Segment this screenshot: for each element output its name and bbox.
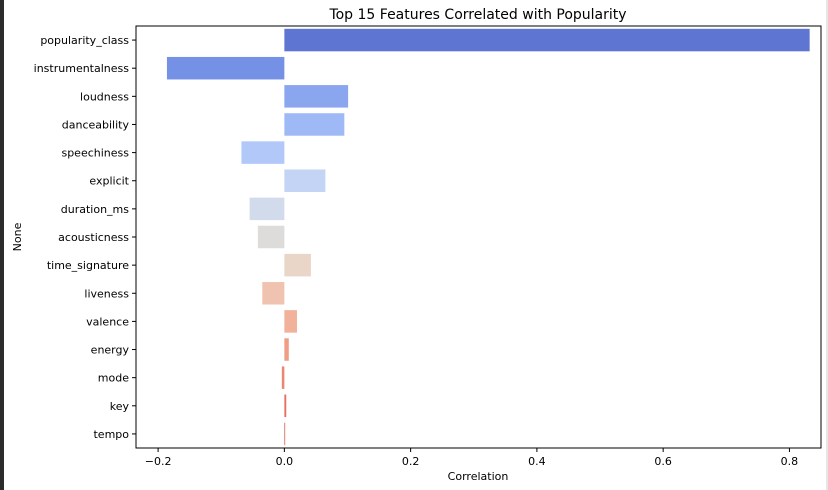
category-labels-group: popularity_class instrumentalness loudness… — [34, 34, 136, 441]
category-label: explicit — [89, 175, 129, 188]
bars-group — [166, 28, 810, 446]
window-right-edge — [826, 0, 828, 490]
bar-liveness — [262, 282, 285, 305]
plot-frame — [135, 25, 822, 449]
bar-explicit — [284, 169, 326, 192]
category-label: duration_ms — [61, 203, 130, 216]
category-label: popularity_class — [40, 34, 129, 47]
bar-energy — [284, 338, 289, 361]
bar-valence — [284, 310, 297, 333]
bar-tempo — [284, 422, 286, 446]
x-tick-label: −0.2 — [145, 455, 172, 468]
category-label: liveness — [84, 287, 129, 300]
x-tick-label: 0.4 — [528, 455, 546, 468]
category-label: mode — [98, 372, 129, 385]
category-label: danceability — [62, 118, 130, 131]
category-label: loudness — [80, 90, 129, 103]
category-label: valence — [86, 315, 129, 328]
chart-title: Top 15 Features Correlated with Populari… — [328, 7, 626, 23]
x-tick-label: 0.0 — [276, 455, 294, 468]
bar-time-signature — [284, 253, 311, 277]
bar-loudness — [284, 85, 349, 108]
bar-danceability — [284, 113, 345, 136]
bar-instrumentalness — [166, 56, 285, 80]
bar-acousticness — [257, 225, 285, 249]
window-left-edge — [0, 0, 4, 490]
x-tick-label: 0.2 — [402, 455, 420, 468]
bar-popularity-class — [284, 28, 810, 52]
category-label: speechiness — [61, 147, 129, 160]
bar-mode — [281, 366, 285, 389]
category-label: energy — [91, 344, 130, 357]
category-label: acousticness — [58, 231, 129, 244]
x-tick-label: 0.8 — [781, 455, 799, 468]
category-label: time_signature — [47, 259, 129, 272]
bar-speechiness — [241, 141, 285, 164]
x-ticks-group: −0.2 0.0 0.2 0.4 0.6 0.8 — [145, 448, 798, 468]
y-axis-label: None — [11, 222, 24, 251]
x-axis-label: Correlation — [448, 470, 509, 483]
category-label: tempo — [93, 428, 129, 441]
category-label: key — [110, 400, 130, 413]
x-tick-label: 0.6 — [654, 455, 672, 468]
category-label: instrumentalness — [34, 62, 130, 75]
bar-key — [284, 394, 287, 418]
bar-duration-ms — [249, 197, 285, 221]
